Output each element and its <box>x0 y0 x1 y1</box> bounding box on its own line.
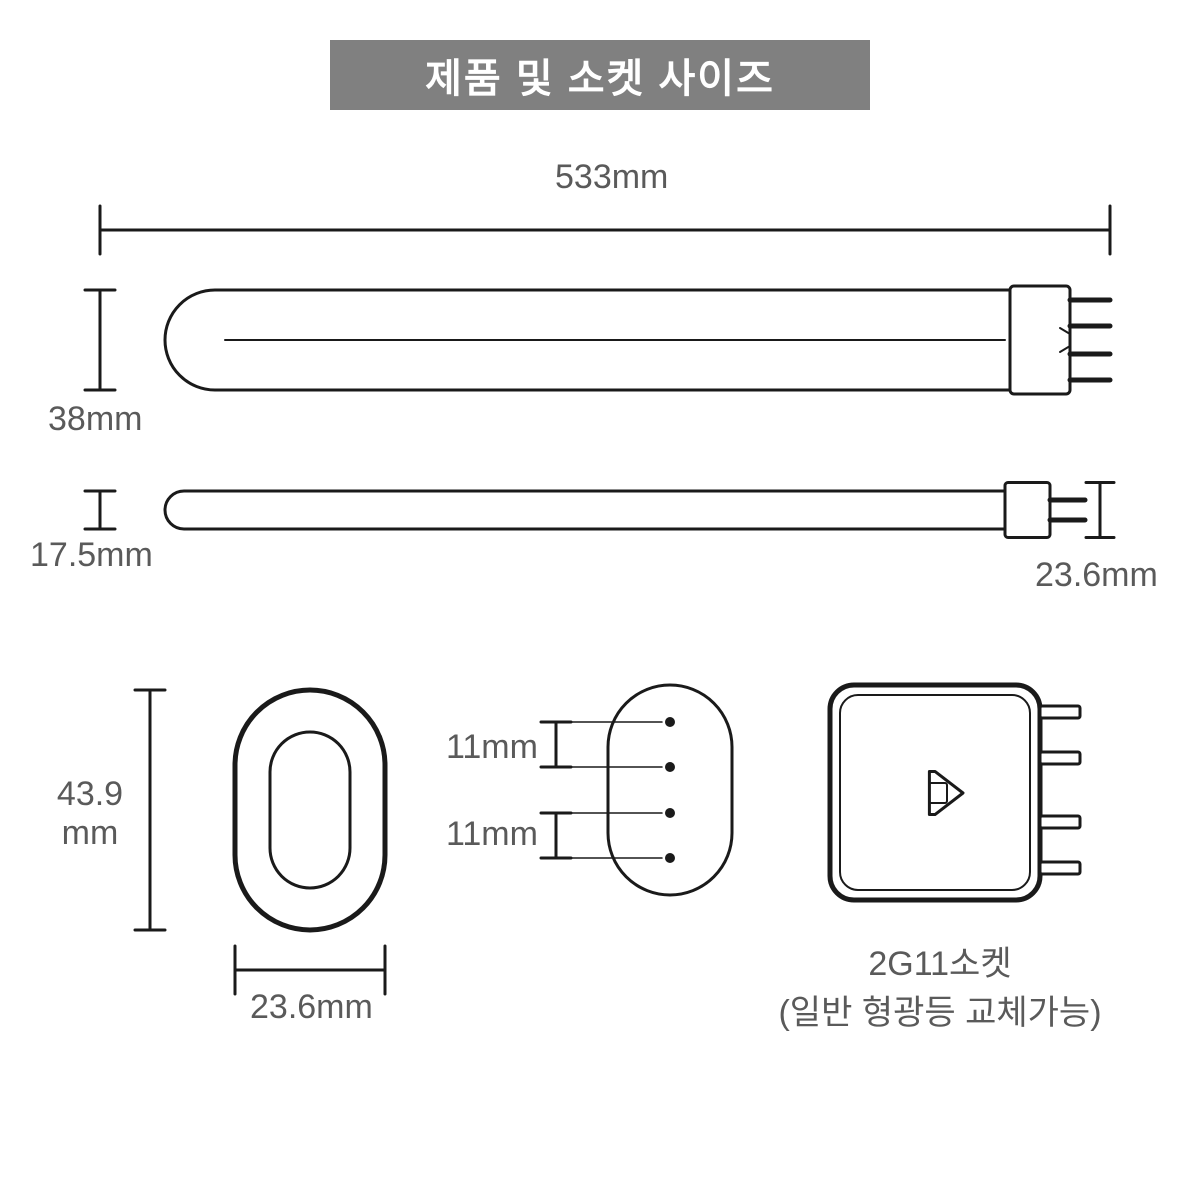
technical-drawing <box>0 0 1200 1200</box>
